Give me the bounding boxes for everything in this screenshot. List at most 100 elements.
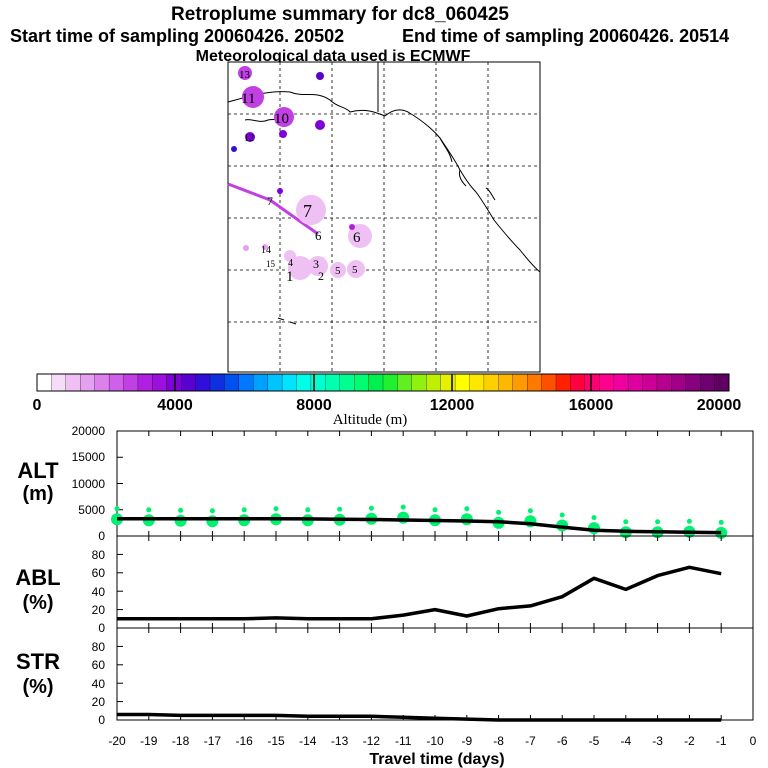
abl-ytick-label: 60 [92,566,106,580]
map-gridlines [228,62,540,372]
trajectory-point [242,86,264,108]
colorbar-tick-label: 8000 [296,397,332,414]
colorbar-cell [325,373,341,392]
timeseries-panels: ALT (m) 0 5000 10000 15000 20000 ABL (%)… [15,424,756,768]
x-tick-label: -15 [267,734,285,748]
colorbar-cell [411,373,427,392]
abl-panel-title: ABL [15,565,60,590]
trajectory-point [231,146,237,152]
trajectory-map: 13 11 10 12 7 7 6 6 5 5 14 4 3 2 1 15 [227,61,541,373]
met-data-label: Meteorological data used is ECMWF [196,48,471,65]
alt-scatter-point [432,507,438,513]
map-frame [227,61,541,373]
trajectory-markers [227,66,372,280]
colorbar-cell [80,373,96,392]
trajectory-point [245,132,255,142]
colorbar-cell [354,373,370,392]
colorbar-cell [714,373,730,392]
colorbar-cell [700,373,716,392]
abl-series-line [117,565,722,621]
colorbar-cell [469,373,485,392]
colorbar-cell [426,373,442,392]
altitude-colorbar: 0 4000 8000 12000 16000 20000 Altitude (… [33,373,741,428]
colorbar-cell [541,373,557,392]
colorbar-cell [224,373,240,392]
x-tick-label: -19 [140,734,158,748]
traj-label: 14 [261,245,271,256]
end-time-label: End time of sampling 20060426. 20514 [402,26,729,46]
colorbar-cell [253,373,269,392]
colorbar-cell [527,373,543,392]
colorbar-cell [94,373,110,392]
colorbar-cell [570,373,586,392]
start-time-label: Start time of sampling 20060426. 20502 [10,26,344,46]
trajectory-point [347,260,365,278]
abl-yticks: 0 20 40 60 80 [92,548,106,635]
alt-scatter-point [623,519,629,525]
str-ytick-label: 80 [92,640,106,654]
abl-ytick-label: 0 [98,621,105,635]
colorbar-cell [498,373,514,392]
x-tick-label: 0 [750,734,757,748]
x-tick-label: -12 [363,734,381,748]
x-tick-label: -7 [525,734,536,748]
alt-scatter-point [559,512,565,518]
colorbar-tick-label: 12000 [430,397,475,414]
colorbar-cell [555,373,571,392]
alt-series-line [117,516,722,535]
alt-ytick-label: 20000 [72,424,106,438]
alt-scatter-point [368,505,374,511]
x-axis-label: Travel time (days) [369,751,504,768]
alt-series [111,430,754,539]
x-tick-label: -2 [684,734,695,748]
x-tick-label: -6 [557,734,568,748]
traj-label: 2 [318,269,324,283]
alt-scatter-point [655,519,661,525]
alt-scatter-point [178,507,184,513]
alt-scatter-point [114,506,120,512]
x-axis-ticks: -20 -19 -18 -17 -16 -15 -14 -13 -12 -11 -10 -9 -8 -7-… [108,734,756,748]
alt-scatter-point [591,515,597,521]
traj-label: 13 [239,69,251,81]
str-ytick-label: 40 [92,677,106,691]
abl-ytick-label: 40 [92,585,106,599]
trajectory-point [284,250,296,262]
str-series-line [117,712,722,722]
colorbar-cell [166,373,182,392]
alt-scatter-point [174,514,187,527]
colorbar-cell [209,373,225,392]
traj-label: 10 [274,111,289,127]
traj-label: 7 [267,194,273,208]
alt-scatter-point [273,506,279,512]
abl-ytick-label: 80 [92,548,106,562]
colorbar-cell [195,373,211,392]
colorbar-cell [512,373,528,392]
alt-scatter-point [305,507,311,513]
str-series [116,628,754,722]
trajectory-point [277,188,283,194]
colorbar-cell [627,373,643,392]
str-ytick-label: 0 [98,713,105,727]
alt-ytick-label: 0 [98,529,105,543]
colorbar-cell [368,373,384,392]
colorbar-cell [267,373,283,392]
traj-label: 4 [288,258,293,269]
colorbar-cell [123,373,139,392]
traj-label: 11 [241,91,255,107]
str-ytick-label: 60 [92,658,106,672]
colorbar-cell [238,373,254,392]
x-tick-label: -14 [299,734,317,748]
trajectory-point [243,245,249,251]
alt-ytick-label: 15000 [72,450,106,464]
x-tick-label: -8 [493,734,504,748]
x-tick-label: -20 [108,734,126,748]
colorbar-cell [152,373,168,392]
alt-scatter-point [400,504,406,510]
x-tick-label: -5 [589,734,600,748]
x-tick-label: -4 [620,734,631,748]
colorbar-cell [483,373,499,392]
alt-panel-title: ALT [17,458,59,483]
abl-series [116,536,754,629]
alt-scatter-point [496,509,502,515]
